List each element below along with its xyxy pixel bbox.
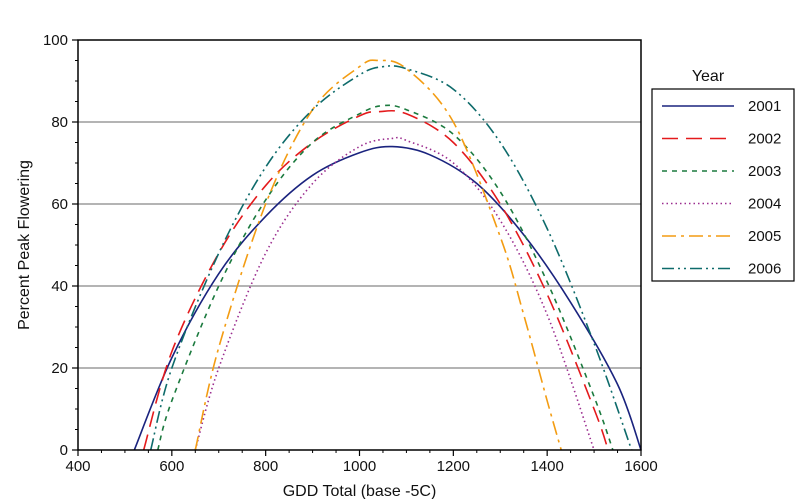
y-tick-label-40: 40 [51,278,68,295]
series-line-2004 [194,136,595,451]
x-tick-label-800: 800 [253,458,278,475]
series-line-2002 [142,109,609,451]
series-line-2006 [149,65,633,451]
y-tick-label-0: 0 [60,442,68,459]
x-tick-label-600: 600 [159,458,184,475]
plot-frame [77,39,642,451]
legend-label-2003: 2003 [748,163,781,180]
legend-title: Year [692,68,725,85]
y-tick-label-20: 20 [51,360,68,377]
gridlines [78,121,641,369]
legend-label-2006: 2006 [748,261,781,278]
series-lines [133,59,642,451]
legend-label-2001: 2001 [748,98,781,115]
x-tick-label-1600: 1600 [624,458,657,475]
series-line-2005 [194,59,563,451]
legend-label-2004: 2004 [748,196,781,213]
series-line-2003 [156,104,614,451]
y-axis: 0 20 40 60 80 100 [43,32,78,459]
x-tick-label-1000: 1000 [343,458,376,475]
series-line-2001 [133,145,642,451]
legend: 2001 2002 2003 2004 2005 2006 [651,88,795,282]
y-tick-label-100: 100 [43,32,68,49]
y-axis-label: Percent Peak Flowering [16,160,33,330]
x-tick-label-1200: 1200 [437,458,470,475]
x-axis: 400 600 800 1000 1200 1400 1600 [65,450,658,475]
legend-label-2005: 2005 [748,228,781,245]
legend-label-2002: 2002 [748,131,781,148]
x-tick-label-400: 400 [65,458,90,475]
legend-box [651,88,795,282]
y-tick-label-80: 80 [51,114,68,131]
x-tick-label-1400: 1400 [530,458,563,475]
x-axis-label: GDD Total (base -5C) [283,483,437,499]
y-tick-label-60: 60 [51,196,68,213]
